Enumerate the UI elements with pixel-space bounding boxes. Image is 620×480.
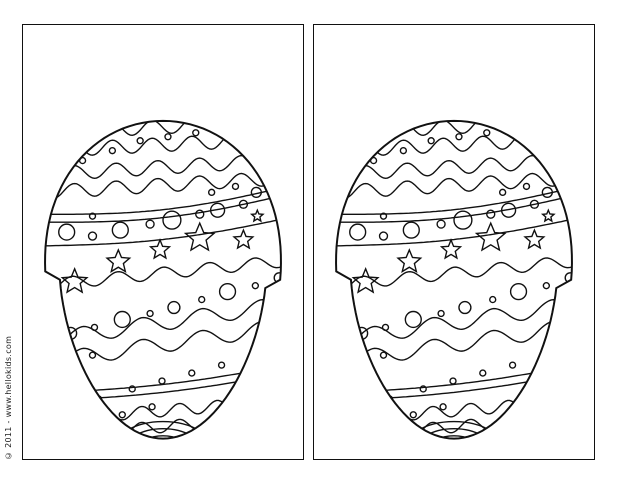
easter-egg-drawing-left [44, 119, 282, 440]
copyright-credit: © 2011 - www.hellokids.com [4, 335, 13, 460]
easter-egg-drawing-right [335, 119, 573, 440]
egg-outline-right [335, 119, 573, 440]
egg-outline-left [44, 119, 282, 440]
egg-decoration-right [336, 120, 572, 439]
egg-decoration-left [45, 120, 281, 439]
coloring-panel-right [313, 24, 595, 460]
coloring-panel-left [22, 24, 304, 460]
